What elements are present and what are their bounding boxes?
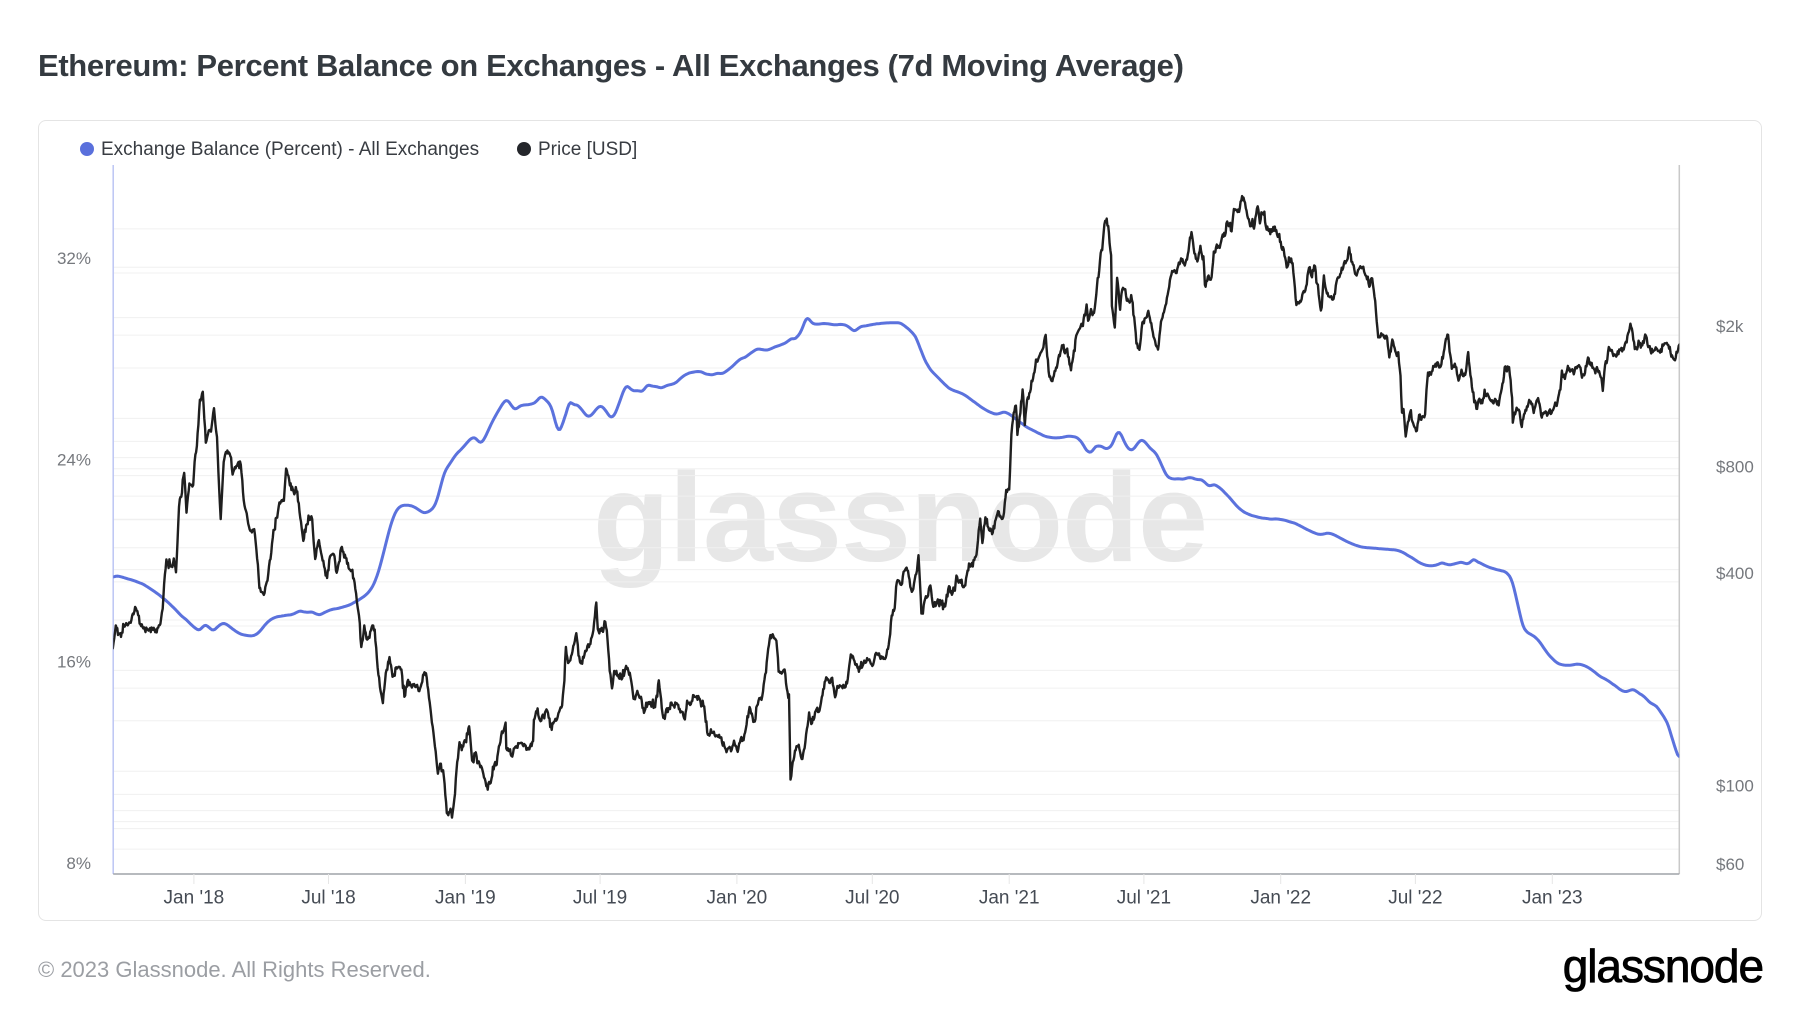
svg-text:Jan '21: Jan '21 bbox=[979, 888, 1040, 909]
svg-text:Jul '22: Jul '22 bbox=[1388, 888, 1442, 909]
svg-text:8%: 8% bbox=[66, 854, 91, 873]
svg-text:Jan '18: Jan '18 bbox=[164, 888, 225, 909]
svg-text:$800: $800 bbox=[1716, 458, 1754, 477]
svg-text:Jul '18: Jul '18 bbox=[301, 888, 355, 909]
svg-text:Jul '21: Jul '21 bbox=[1117, 888, 1171, 909]
svg-text:32%: 32% bbox=[57, 249, 91, 268]
svg-text:Jan '22: Jan '22 bbox=[1250, 888, 1311, 909]
svg-text:Jan '19: Jan '19 bbox=[435, 888, 496, 909]
svg-text:$2k: $2k bbox=[1716, 317, 1744, 336]
svg-text:$100: $100 bbox=[1716, 777, 1754, 796]
svg-text:Jan '23: Jan '23 bbox=[1522, 888, 1583, 909]
svg-text:Jul '20: Jul '20 bbox=[845, 888, 899, 909]
svg-text:$400: $400 bbox=[1716, 564, 1754, 583]
svg-text:16%: 16% bbox=[57, 652, 91, 671]
svg-text:Jul '19: Jul '19 bbox=[573, 888, 627, 909]
svg-text:24%: 24% bbox=[57, 451, 91, 470]
svg-text:Jan '20: Jan '20 bbox=[707, 888, 768, 909]
svg-text:$60: $60 bbox=[1716, 855, 1744, 874]
